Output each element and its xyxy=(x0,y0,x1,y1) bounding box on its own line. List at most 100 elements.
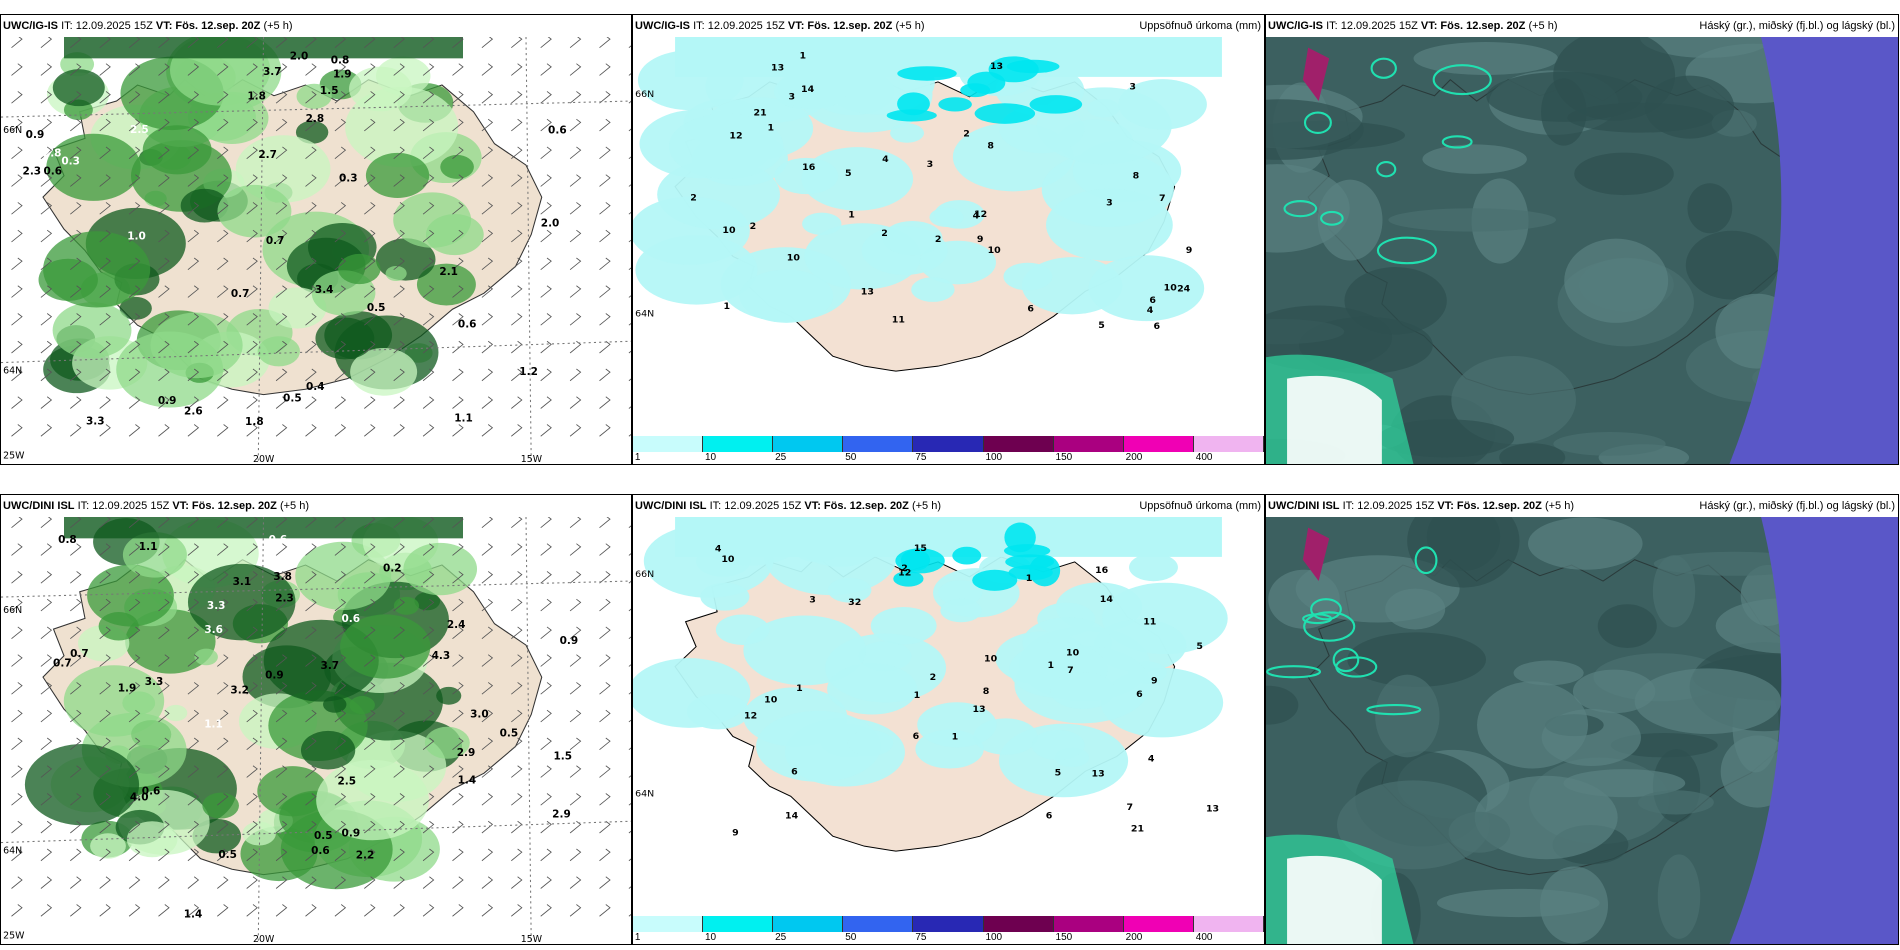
precip-value: 14 xyxy=(1100,594,1113,605)
lon-line xyxy=(525,517,532,944)
precip-value: 1.4 xyxy=(184,908,203,920)
wind-barb xyxy=(364,654,376,667)
wind-barb xyxy=(540,598,552,612)
precip-value: 3.4 xyxy=(315,284,334,296)
wind-barb xyxy=(364,424,376,437)
wind-barb xyxy=(540,118,552,132)
wind-barb xyxy=(158,598,170,612)
init-time: IT: 12.09.2025 15Z xyxy=(693,20,785,32)
wind-barb xyxy=(217,682,229,695)
wind-barb xyxy=(99,174,111,187)
wind-barb xyxy=(217,146,229,160)
precip-value: 3 xyxy=(1129,82,1136,93)
wind-barb xyxy=(246,820,258,834)
wind-barb xyxy=(70,37,82,49)
wind-barb xyxy=(305,709,317,723)
wind-barb xyxy=(11,709,23,723)
wind-barb xyxy=(452,368,464,382)
colorbar-tick: 100 xyxy=(985,452,1003,463)
precip-area xyxy=(777,68,849,109)
wind-barb xyxy=(246,737,258,751)
wind-barb xyxy=(305,91,317,104)
precip-area xyxy=(202,792,239,819)
wind-barb xyxy=(128,517,141,529)
precip-value: 13 xyxy=(990,61,1003,72)
wind-barb xyxy=(334,793,347,806)
wind-barb xyxy=(511,424,523,437)
wind-barb xyxy=(540,904,552,917)
precip-value: 9 xyxy=(732,828,739,839)
wind-barb xyxy=(393,174,405,187)
wind-barb xyxy=(11,793,23,806)
wind-barb xyxy=(40,396,53,409)
precip-value: 3.0 xyxy=(470,709,489,721)
heavy-precip-area xyxy=(1003,544,1051,558)
precip-area xyxy=(675,517,1222,557)
wind-barb xyxy=(540,737,552,751)
precip-area xyxy=(350,348,418,396)
wind-barb xyxy=(569,202,582,215)
wind-barb xyxy=(540,285,552,298)
wind-barb xyxy=(393,765,405,778)
wind-barb xyxy=(128,202,141,215)
wind-barb xyxy=(40,368,53,382)
wind-barb xyxy=(158,91,170,104)
wind-barb xyxy=(364,876,376,889)
wind-barb xyxy=(305,202,317,215)
precip-value: 2.9 xyxy=(552,808,571,820)
precip-value: 1.9 xyxy=(118,682,137,694)
cloud-contour xyxy=(1303,611,1356,642)
precip-value: 0.2 xyxy=(383,562,402,574)
precip-value: 6 xyxy=(791,767,798,778)
wind-barb xyxy=(569,285,582,298)
wind-barb xyxy=(540,368,552,382)
wind-barb xyxy=(511,313,523,326)
model-name: UWC/DINI ISL xyxy=(1268,500,1340,512)
wind-barb xyxy=(540,340,552,354)
wind-barb xyxy=(569,146,582,160)
wind-barb xyxy=(422,285,435,298)
wind-barb xyxy=(217,654,229,667)
axis-label: 66N xyxy=(635,569,654,580)
wind-barb xyxy=(99,340,111,354)
wind-barb xyxy=(40,118,53,132)
precip-area xyxy=(1088,255,1205,322)
precip-value: 2.0 xyxy=(541,217,560,229)
wind-barb xyxy=(452,820,464,834)
wind-barb xyxy=(540,229,552,243)
wind-barb xyxy=(70,424,82,437)
wind-barb xyxy=(128,709,141,723)
precip-value: 8 xyxy=(987,141,994,152)
wind-barb xyxy=(275,146,288,160)
wind-barb xyxy=(569,904,582,917)
precip-value: 1 xyxy=(768,123,775,134)
wind-barb xyxy=(158,118,170,132)
wind-barb xyxy=(422,848,435,862)
wind-barb xyxy=(99,904,111,917)
precip-value: 11 xyxy=(892,315,905,326)
wind-barb xyxy=(334,396,347,409)
wind-barb xyxy=(540,91,552,104)
precip-value: 13 xyxy=(1092,769,1105,780)
precip-value: 3.2 xyxy=(230,685,249,697)
wind-barb xyxy=(540,848,552,862)
precip-value: 12 xyxy=(974,209,987,220)
colorbar-tick: 100 xyxy=(985,932,1003,943)
wind-barb xyxy=(128,313,141,326)
axis-label: 15W xyxy=(521,454,543,464)
wind-barb xyxy=(305,543,317,556)
wind-barb xyxy=(246,63,258,76)
wind-barb xyxy=(187,91,200,104)
axis-label: 25W xyxy=(3,931,25,942)
wind-barb xyxy=(364,543,376,556)
wind-barb xyxy=(393,63,405,76)
model-name: UWC/DINI ISL xyxy=(635,500,707,512)
cloud-area xyxy=(1474,775,1618,860)
wind-barb xyxy=(158,654,170,667)
precip-area xyxy=(827,663,918,715)
wind-barb xyxy=(511,396,523,409)
precip-value: 6 xyxy=(1136,689,1143,700)
wind-barb xyxy=(128,876,141,889)
lat-line xyxy=(1,820,631,844)
